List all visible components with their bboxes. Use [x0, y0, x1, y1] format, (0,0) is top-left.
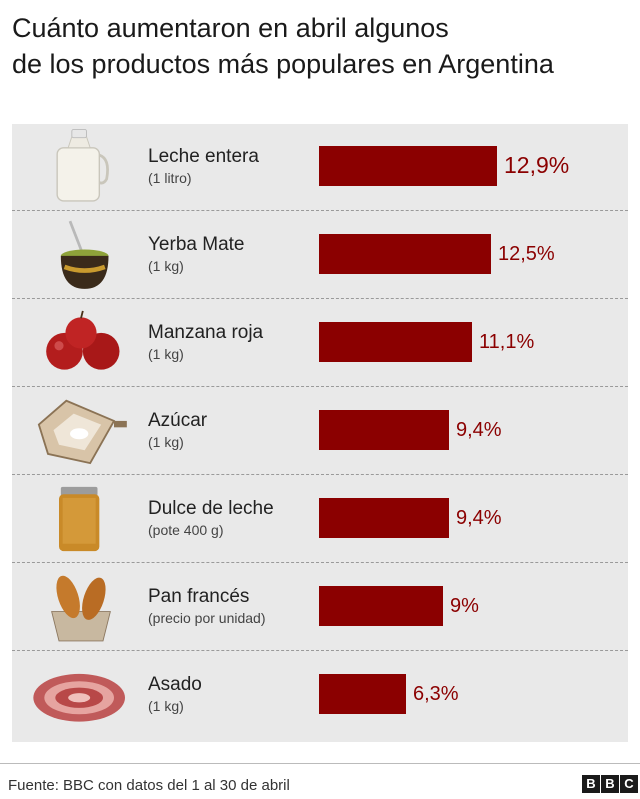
chart-row: Manzana roja (1 kg) 11,1% — [12, 300, 628, 388]
product-label: Yerba Mate — [148, 234, 245, 255]
jar-icon — [59, 486, 100, 552]
row-separator — [12, 650, 628, 651]
bbc-logo-letter-3: C — [620, 775, 638, 793]
value-label: 6,3% — [413, 683, 459, 705]
chart-row: Dulce de leche (pote 400 g) 9,4% — [12, 476, 628, 564]
title-line-2: de los productos más populares en Argent… — [12, 49, 554, 79]
chart-row: Asado (1 kg) 6,3% — [12, 652, 628, 740]
value-bar — [319, 146, 497, 186]
row-separator — [12, 386, 628, 387]
value-bar — [319, 498, 449, 538]
product-label: Azúcar — [148, 410, 208, 431]
source-note: Fuente: BBC con datos del 1 al 30 de abr… — [8, 777, 290, 794]
product-unit: (1 kg) — [148, 434, 184, 450]
value-label: 12,5% — [498, 243, 555, 265]
product-unit: (1 kg) — [148, 698, 184, 714]
product-label: Leche entera — [148, 146, 259, 167]
product-unit: (precio por unidad) — [148, 610, 266, 626]
red-apples-icon — [46, 310, 120, 370]
value-bar — [319, 234, 491, 274]
product-unit: (pote 400 g) — [148, 522, 224, 538]
value-label: 11,1% — [479, 331, 535, 353]
meat-icon — [33, 673, 126, 722]
product-unit: (1 kg) — [148, 258, 184, 274]
bbc-logo-letter-1: B — [582, 775, 600, 793]
product-label: Pan francés — [148, 586, 250, 607]
product-label: Dulce de leche — [148, 498, 274, 519]
product-unit: (1 kg) — [148, 346, 184, 362]
value-bar — [319, 322, 472, 362]
row-separator — [12, 474, 628, 475]
sugar-pile-icon — [37, 399, 127, 465]
milk-jug-icon — [56, 128, 109, 202]
mate-gourd-icon — [60, 220, 109, 289]
value-bar — [319, 410, 449, 450]
row-separator — [12, 562, 628, 563]
chart-row: Azúcar (1 kg) 9,4% — [12, 388, 628, 476]
bread-basket-icon — [51, 575, 111, 642]
value-label: 9,4% — [456, 419, 502, 441]
chart-title: Cuánto aumentaron en abril algunos de lo… — [12, 10, 632, 82]
value-bar — [319, 586, 443, 626]
chart-panel: Leche entera (1 litro) 12,9% Yerba Mate (1 k… — [12, 124, 628, 742]
footer: Fuente: BBC con datos del 1 al 30 de abr… — [0, 763, 640, 799]
chart-row: Pan francés (precio por unidad) 9% — [12, 564, 628, 652]
bbc-logo-letter-2: B — [601, 775, 619, 793]
row-separator — [12, 298, 628, 299]
chart-row: Leche entera (1 litro) 12,9% — [12, 124, 628, 212]
value-label: 9% — [450, 595, 479, 617]
product-label: Manzana roja — [148, 322, 264, 343]
product-unit: (1 litro) — [148, 170, 192, 186]
chart-row: Yerba Mate (1 kg) 12,5% — [12, 212, 628, 300]
value-label: 9,4% — [456, 507, 502, 529]
row-separator — [12, 210, 628, 211]
value-label: 12,9% — [504, 152, 570, 178]
value-bar — [319, 674, 406, 714]
title-line-1: Cuánto aumentaron en abril algunos — [12, 13, 449, 43]
product-label: Asado — [148, 674, 202, 695]
